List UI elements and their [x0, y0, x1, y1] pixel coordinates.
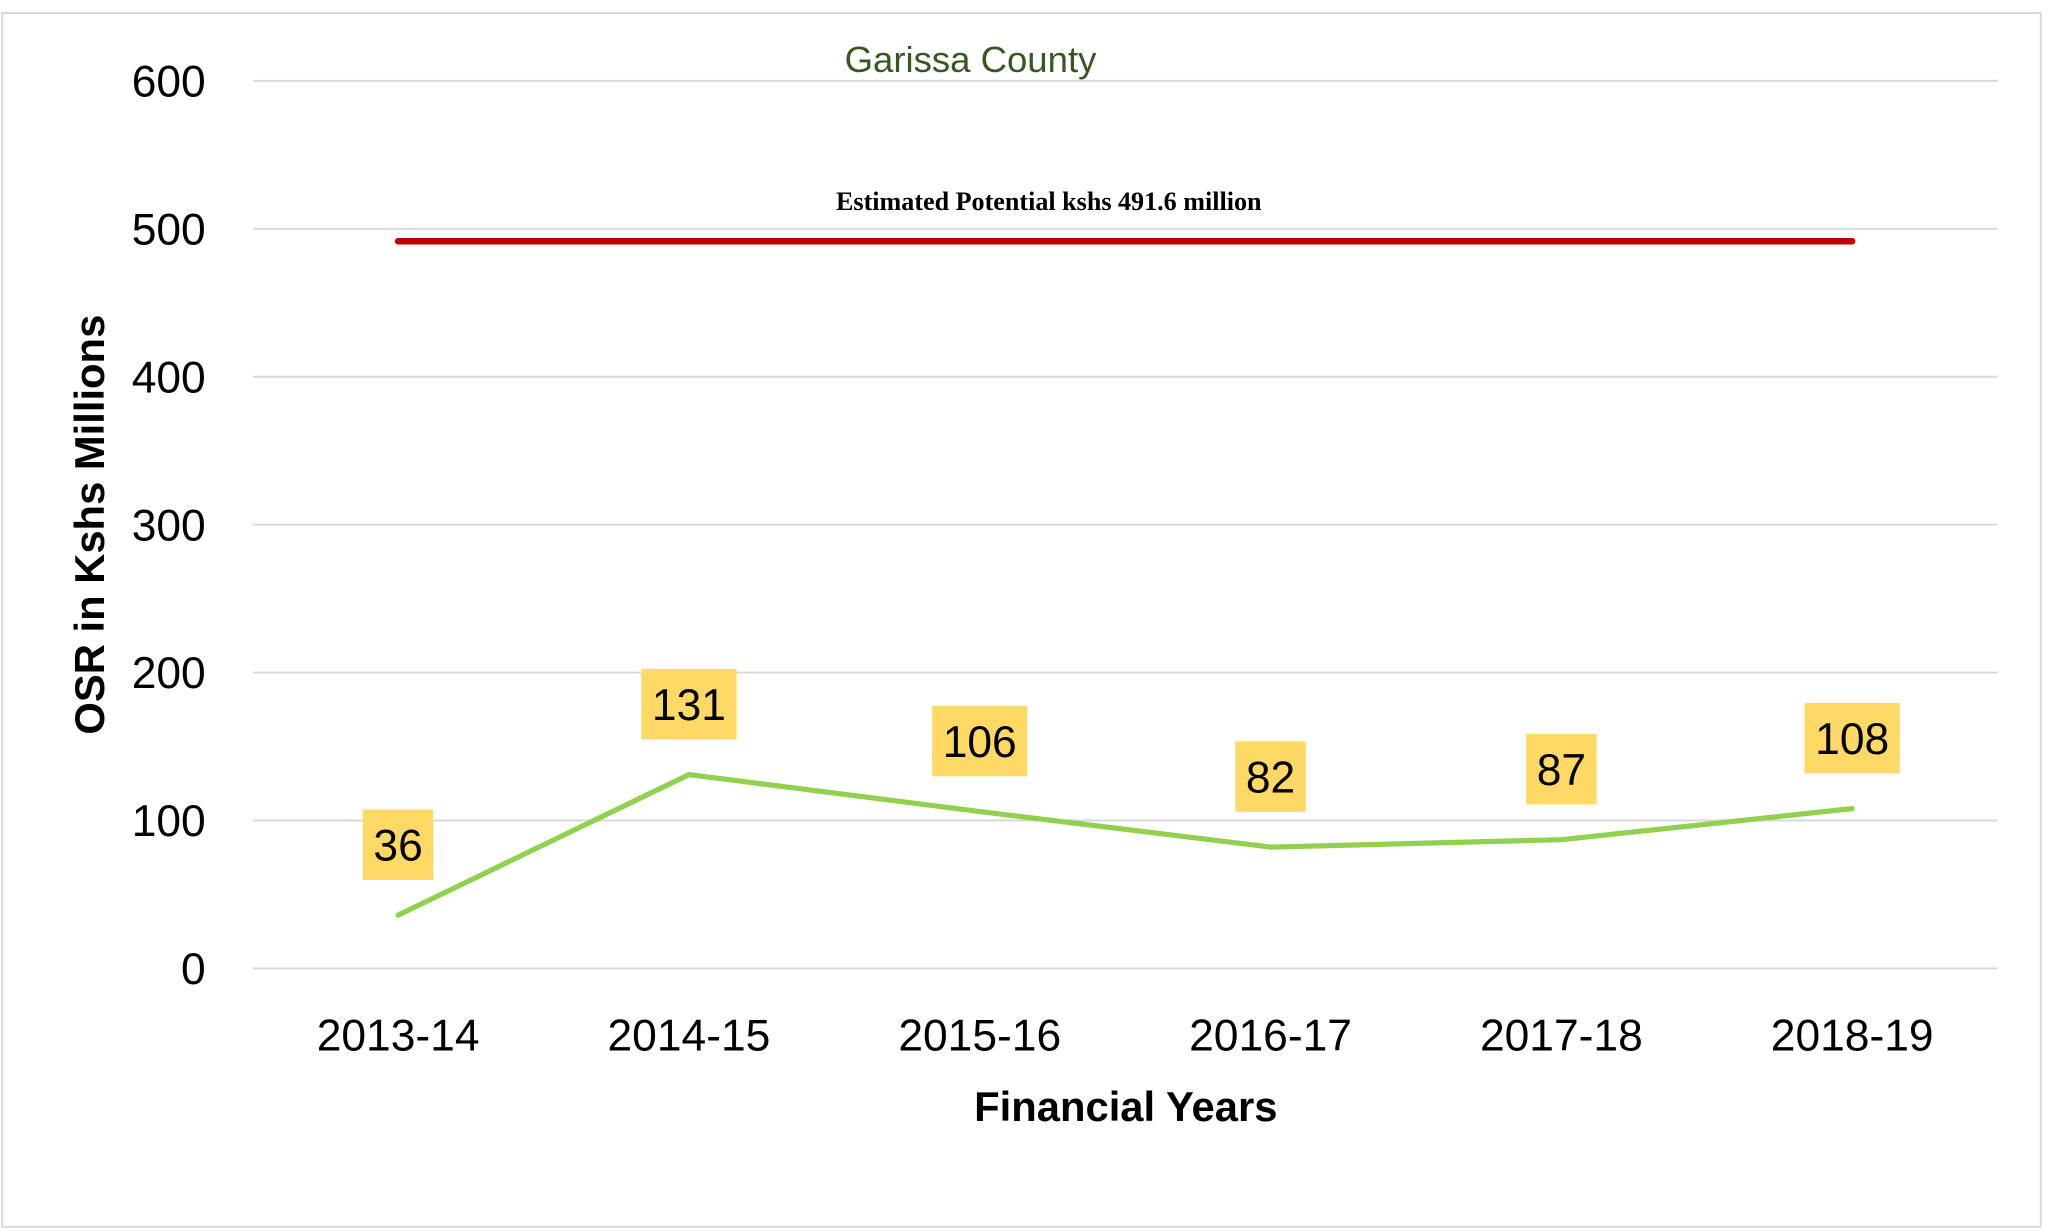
y-tick-label: 400 — [132, 353, 206, 402]
y-tick-label: 200 — [132, 649, 206, 698]
x-tick-label: 2014-15 — [608, 1012, 771, 1061]
x-tick-label: 2013-14 — [317, 1012, 480, 1061]
data-label-box — [1526, 733, 1597, 805]
x-tick-label: 2018-19 — [1771, 1012, 1934, 1061]
y-tick-label: 0 — [181, 945, 206, 994]
y-axis-title: OSR in Kshs Millions — [66, 315, 113, 735]
data-label-box — [641, 668, 737, 740]
x-axis-title: Financial Years — [974, 1083, 1277, 1130]
x-tick-label: 2017-18 — [1480, 1012, 1643, 1061]
data-label: 106 — [943, 718, 1017, 767]
data-label-box — [362, 809, 434, 880]
y-tick-label: 300 — [132, 501, 206, 550]
data-label: 131 — [652, 681, 726, 730]
data-label-box — [1804, 702, 1900, 774]
data-label: 36 — [373, 821, 422, 870]
chart-title: Garissa County — [845, 39, 1097, 80]
chart-frame — [1, 12, 2042, 1228]
osr-line — [395, 772, 1855, 918]
x-tick-label: 2015-16 — [898, 1012, 1061, 1061]
data-label: 82 — [1246, 753, 1295, 802]
data-label: 108 — [1815, 715, 1889, 764]
y-tick-label: 600 — [132, 58, 206, 107]
data-label: 87 — [1537, 746, 1586, 795]
y-tick-label: 100 — [132, 797, 206, 846]
x-tick-label: 2016-17 — [1189, 1012, 1352, 1061]
y-tick-label: 500 — [132, 205, 206, 254]
data-label-box — [932, 705, 1028, 777]
potential-annotation: Estimated Potential kshs 491.6 million — [836, 187, 1262, 216]
data-label-box — [1235, 741, 1306, 812]
